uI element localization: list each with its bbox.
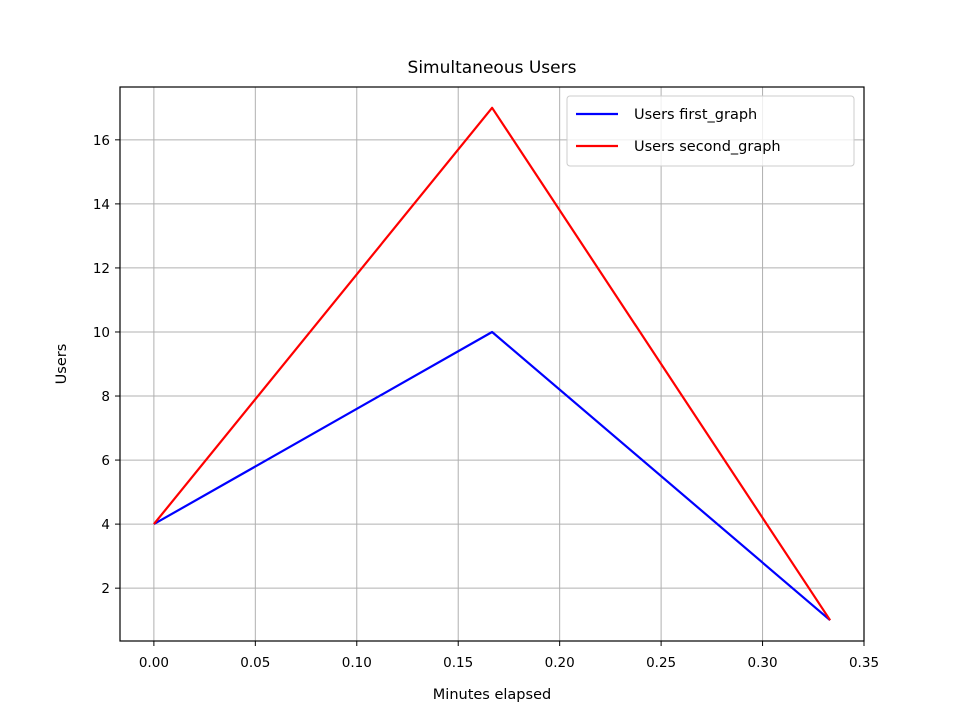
x-tick-label: 0.20 bbox=[545, 655, 575, 671]
x-tick-label: 0.00 bbox=[139, 655, 169, 671]
x-tick-label: 0.15 bbox=[443, 655, 473, 671]
y-axis-label: Users bbox=[54, 344, 70, 385]
plot-frame bbox=[119, 86, 865, 642]
x-tick-label: 0.10 bbox=[342, 655, 372, 671]
y-tick-label: 4 bbox=[101, 517, 110, 533]
legend-label-2: Users second_graph bbox=[634, 139, 781, 155]
y-tick-label: 14 bbox=[93, 197, 110, 213]
x-axis-label: Minutes elapsed bbox=[433, 687, 551, 703]
x-tick-label: 0.25 bbox=[646, 655, 676, 671]
chart-title: Simultaneous Users bbox=[408, 58, 577, 78]
y-tick-label: 6 bbox=[101, 453, 110, 469]
x-tick-label: 0.05 bbox=[240, 655, 270, 671]
ticks: 0.00 0.05 0.10 0.15 0.20 0.25 0.30 0.35 2 4 6 8 10 12… bbox=[93, 133, 879, 671]
series-lines bbox=[153, 106, 832, 622]
legend-label-1: Users first_graph bbox=[634, 107, 757, 123]
legend: Users first_graph Users second_graph bbox=[566, 95, 855, 167]
legend-box bbox=[566, 95, 855, 167]
y-tick-label: 2 bbox=[101, 581, 110, 597]
x-tick-label: 0.35 bbox=[849, 655, 879, 671]
y-tick-label: 16 bbox=[93, 133, 110, 149]
y-tick-label: 12 bbox=[93, 261, 110, 277]
series-line-1 bbox=[153, 330, 831, 622]
y-tick-label: 8 bbox=[101, 389, 110, 405]
x-tick-label: 0.30 bbox=[748, 655, 778, 671]
series-line-2 bbox=[153, 106, 832, 621]
y-tick-label: 10 bbox=[93, 325, 110, 341]
